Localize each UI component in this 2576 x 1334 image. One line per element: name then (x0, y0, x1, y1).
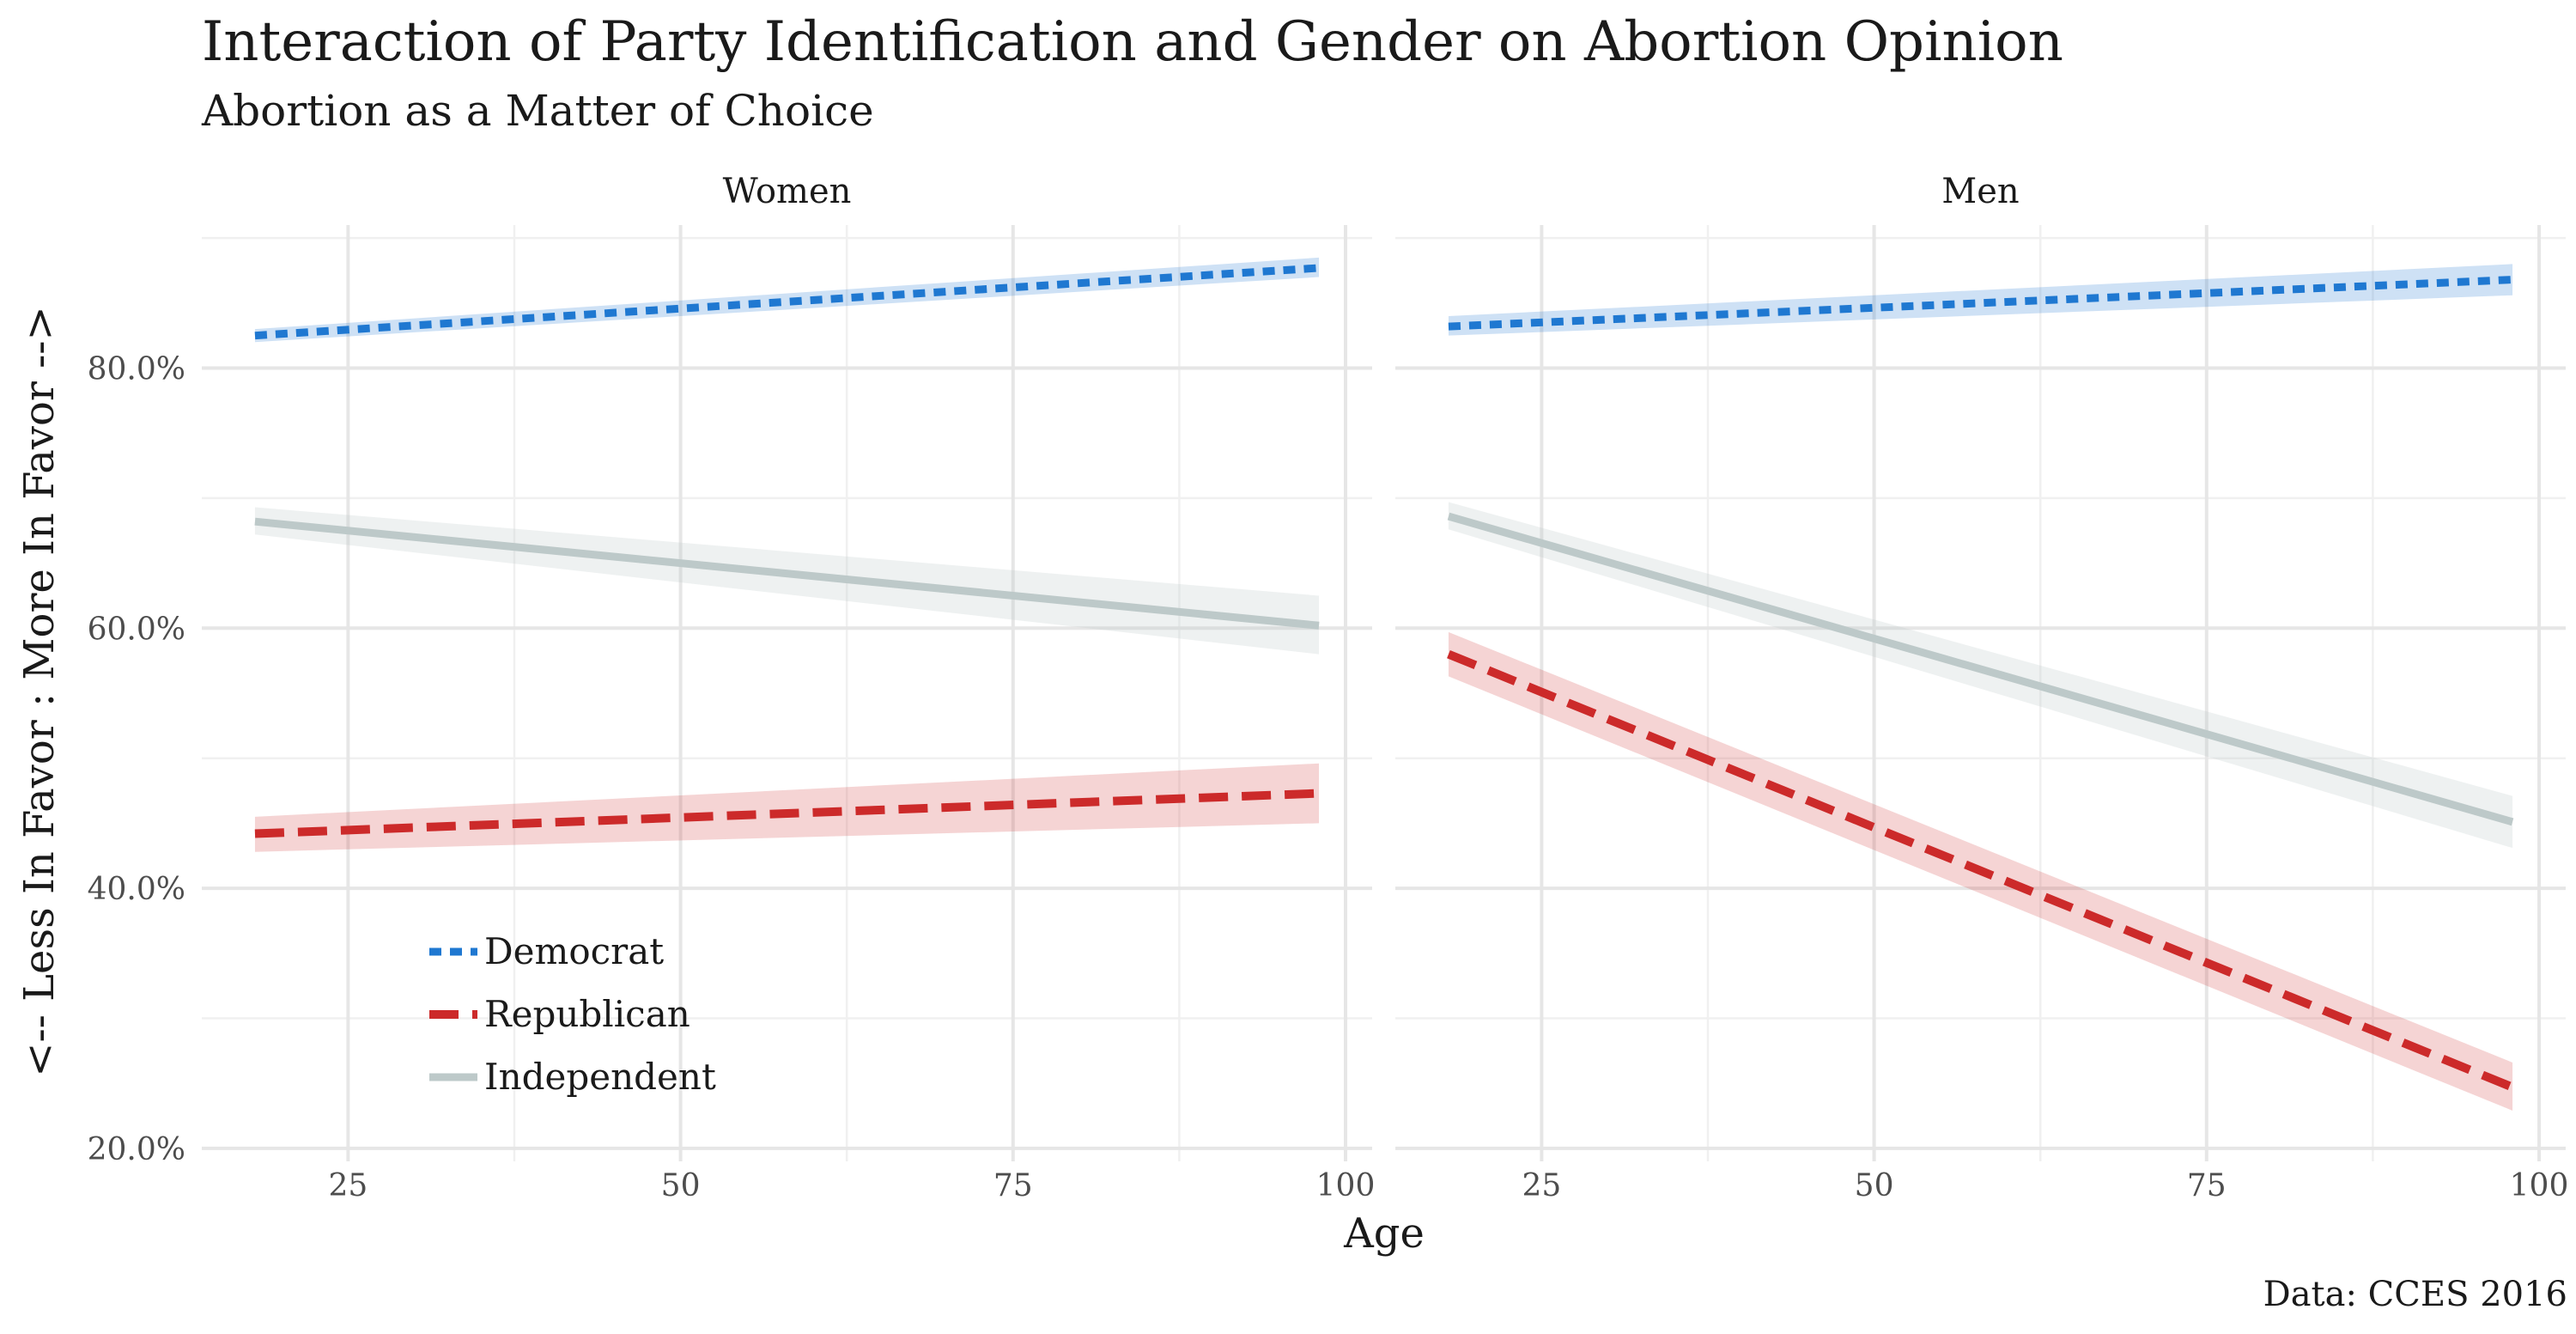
y-tick-label: 60.0% (88, 612, 185, 647)
x-tick-label: 75 (2187, 1168, 2227, 1203)
chart-subtitle: Abortion as a Matter of Choice (201, 86, 874, 136)
panel-men: Men 25 50 75 100 (1395, 172, 2568, 1203)
x-tick-label: 100 (1316, 1168, 1376, 1203)
legend-label-independent: Independent (484, 1056, 716, 1098)
x-axis-title: Age (1343, 1209, 1425, 1258)
x-tick-label: 25 (1522, 1168, 1561, 1203)
caption: Data: CCES 2016 (2263, 1275, 2567, 1314)
y-axis-title: <-- Less In Favor : More In Favor --> (15, 306, 64, 1077)
y-tick-label: 40.0% (88, 872, 185, 907)
line-republican-men (1447, 649, 2514, 1092)
panel-label-women: Women (723, 172, 852, 211)
y-tick-label: 20.0% (88, 1132, 185, 1167)
chart-title: Interaction of Party Identification and … (202, 10, 2063, 74)
line-independent-men (1447, 512, 2514, 826)
legend: Democrat Republican Independent (429, 930, 716, 1098)
line-republican-women (254, 789, 1320, 838)
ribbon-republican-women (254, 763, 1320, 852)
legend-label-democrat: Democrat (484, 930, 664, 972)
panels: Women 25 50 75 100 20.0% 40.0% 60.0% 80.0% Men 25 5… (88, 172, 2569, 1203)
line-independent-women (254, 517, 1320, 630)
line-democrat-men (1448, 276, 2513, 331)
legend-label-republican: Republican (484, 993, 690, 1035)
ribbon-democrat-women (254, 257, 1320, 343)
x-tick-label: 50 (661, 1168, 701, 1203)
x-tick-label: 100 (2510, 1168, 2569, 1203)
panel-label-men: Men (1941, 172, 2019, 211)
x-tick-label: 75 (993, 1168, 1033, 1203)
x-tick-label: 50 (1855, 1168, 1894, 1203)
ribbon-independent-men (1448, 502, 2513, 849)
ribbon-democrat-men (1448, 264, 2513, 336)
x-tick-label: 25 (328, 1168, 368, 1203)
y-tick-label: 80.0% (88, 352, 185, 387)
ribbon-independent-women (254, 507, 1320, 655)
panel-women: Women 25 50 75 100 20.0% 40.0% 60.0% 80.0% (88, 172, 1376, 1203)
line-democrat-women (254, 264, 1320, 340)
